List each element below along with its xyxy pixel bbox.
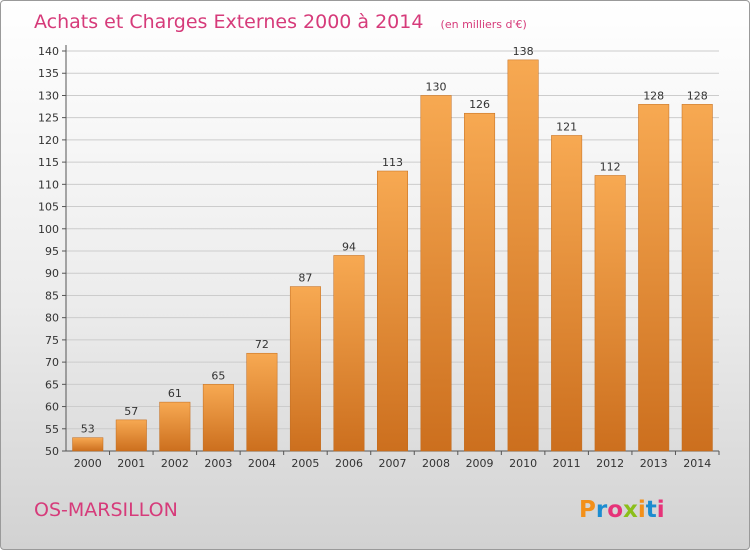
chart-title-group: Achats et Charges Externes 2000 à 2014 (… [34,11,527,33]
x-tick-label: 2008 [422,457,450,470]
y-tick-label: 135 [38,67,59,80]
data-label: 53 [81,423,95,436]
y-tick-label: 70 [45,356,59,369]
proxiti-logo: Proxiti [579,497,665,523]
bar-2012 [594,175,626,452]
y-tick-label: 95 [45,245,59,258]
x-tick-labels: 2000 2001 2002 2003 2004 2005 2006 2007 2008 2009… [74,457,711,470]
x-tick-label: 2013 [640,457,668,470]
y-tick-label: 130 [38,89,59,102]
bar-2013 [638,104,670,452]
data-label: 130 [426,80,447,93]
data-label: 138 [513,45,534,58]
y-tick-labels: 50 55 60 65 70 75 80 85 90 95 100 105 110 115 120 125 13… [38,45,59,458]
data-label: 126 [469,98,490,111]
bar-2009 [464,112,496,452]
y-tick-label: 55 [45,423,59,436]
data-label: 57 [124,405,138,418]
bar-2008 [420,95,452,452]
logo-letter: i [657,497,665,523]
y-tick-label: 90 [45,267,59,280]
x-tick-label: 2012 [596,457,624,470]
data-label: 128 [687,89,708,102]
data-label: 112 [600,160,621,173]
bar-2002 [159,401,191,452]
logo-letter: x [623,497,638,523]
y-tick-label: 120 [38,134,59,147]
data-label: 87 [298,272,312,285]
bar-2005 [289,286,321,452]
x-tick-label: 2003 [204,457,232,470]
data-label: 128 [643,89,664,102]
logo-letter: r [596,497,608,523]
x-tick-label: 2014 [683,457,711,470]
x-tick-label: 2009 [466,457,494,470]
x-tick-label: 2006 [335,457,363,470]
data-label: 72 [255,338,269,351]
x-tick-label: 2000 [74,457,102,470]
y-tick-label: 65 [45,378,59,391]
x-tick-label: 2004 [248,457,276,470]
y-tick-label: 100 [38,223,59,236]
x-tick-label: 2007 [379,457,407,470]
y-tick-label: 60 [45,401,59,414]
y-tick-label: 50 [45,445,59,458]
y-tick-label: 110 [38,178,59,191]
data-labels: 53 57 61 65 72 87 94 113 130 126 138 121 112 128 128 [81,45,708,436]
x-tick-label: 2001 [117,457,145,470]
y-tick-label: 75 [45,334,59,347]
y-tick-label: 115 [38,156,59,169]
bar-2006 [333,255,365,452]
logo-letter: i [638,497,646,523]
logo-letter: P [579,497,596,523]
bar-2004 [246,352,278,452]
data-label: 65 [211,369,225,382]
y-tick-label: 80 [45,312,59,325]
y-tick-label: 125 [38,112,59,125]
y-tick-label: 105 [38,201,59,214]
data-label: 113 [382,156,403,169]
y-tick-label: 85 [45,289,59,302]
bar-2014 [681,104,713,452]
bar-2000 [72,437,104,452]
logo-letter: o [607,497,623,523]
x-tick-label: 2002 [161,457,189,470]
x-tick-label: 2011 [553,457,581,470]
x-tick-label: 2005 [291,457,319,470]
chart-unit: (en milliers d'€) [441,18,527,31]
bar-2010 [507,59,539,452]
x-tick-label: 2010 [509,457,537,470]
bar-2011 [551,135,583,452]
chart-title: Achats et Charges Externes 2000 à 2014 [34,11,423,33]
data-label: 94 [342,240,356,253]
bar-2007 [377,170,408,452]
bars [72,59,713,452]
bar-2003 [202,384,234,452]
location-label: OS-MARSILLON [34,499,178,521]
logo-letter: t [646,497,657,523]
bar-2001 [115,419,147,452]
y-tick-label: 140 [38,45,59,58]
data-label: 61 [168,387,182,400]
data-label: 121 [556,120,577,133]
